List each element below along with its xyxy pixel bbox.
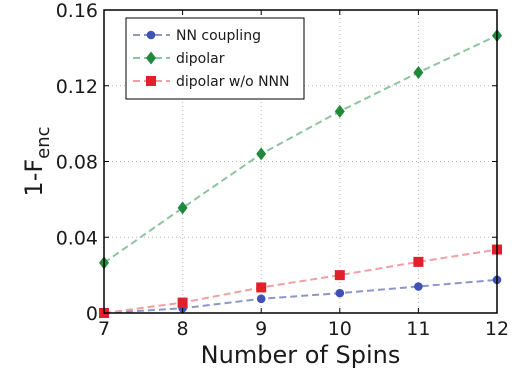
y-axis-label: 1-Fenc [20, 126, 54, 196]
y-tick-label: 0 [86, 303, 98, 325]
data-point-square [177, 297, 188, 308]
series-line-square [103, 248, 498, 314]
legend-marker-circle [146, 30, 156, 40]
legend-label: NN coupling [176, 28, 261, 44]
legend-marker-square [146, 76, 156, 86]
data-point-diamond [413, 65, 424, 79]
series-line-diamond [103, 34, 498, 264]
data-point-circle [414, 282, 423, 291]
legend: NN coupling dipolar dipolar w/o NNN [125, 17, 305, 100]
x-axis-label: Number of Spins [201, 341, 401, 369]
series-lines [103, 34, 498, 314]
data-point-square [413, 256, 424, 267]
data-point-circle [256, 294, 266, 304]
legend-label: dipolar w/o NNN [176, 74, 290, 90]
x-tick-label: 8 [177, 318, 189, 340]
x-ticks: 7 8 9 10 11 12 [98, 10, 509, 340]
x-tick-label: 11 [406, 318, 430, 340]
data-point-square [256, 282, 267, 293]
data-point-square [334, 270, 345, 281]
series-line-circle [103, 278, 498, 314]
data-point-diamond [177, 201, 188, 215]
data-point-diamond [334, 104, 345, 118]
data-point-circle [335, 288, 345, 298]
x-tick-label: 9 [255, 318, 267, 340]
x-tick-label: 10 [328, 318, 352, 340]
legend-marker-diamond [146, 51, 156, 65]
y-tick-label: 0.04 [56, 227, 98, 249]
y-axis-label-subscript: enc [33, 126, 54, 158]
y-tick-label: 0.08 [56, 152, 98, 174]
y-tick-label: 0.12 [56, 76, 98, 98]
y-axis-label-main: 1-F [20, 159, 48, 197]
y-tick-label: 0.16 [56, 0, 98, 22]
data-point-diamond [256, 147, 267, 161]
y-ticks: 0 0.04 0.08 0.12 0.16 [56, 0, 497, 325]
legend-label: dipolar [176, 51, 225, 67]
x-tick-label: 7 [98, 318, 110, 340]
x-tick-label: 12 [485, 318, 509, 340]
